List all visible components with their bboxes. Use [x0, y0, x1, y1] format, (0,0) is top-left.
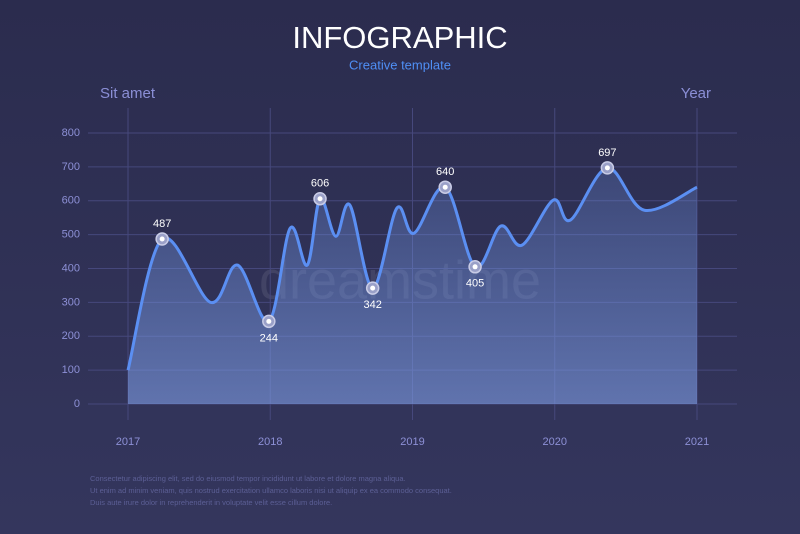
y-tick-label: 0: [74, 398, 80, 410]
data-label: 640: [436, 166, 454, 178]
point-center: [317, 196, 323, 202]
point-center: [370, 285, 376, 291]
footer-text: Ut enim ad minim veniam, quis nostrud ex…: [90, 486, 452, 495]
plot: 0 100 200 300 400 500 600 700 800 2017 2018 2019 202…: [62, 108, 737, 507]
y-axis-label: Sit amet: [100, 85, 156, 102]
data-label: 487: [153, 218, 171, 230]
x-tick-label: 2019: [400, 436, 424, 448]
footer-text: Duis aute irure dolor in reprehenderit i…: [90, 498, 332, 507]
y-tick-label: 200: [62, 330, 80, 342]
data-label: 697: [598, 147, 616, 159]
data-label: 606: [311, 178, 329, 190]
x-tick-label: 2018: [258, 436, 282, 448]
data-label: 342: [363, 299, 381, 311]
y-tick-label: 700: [62, 161, 80, 173]
x-tick-label: 2017: [116, 436, 140, 448]
x-tick-label: 2020: [543, 436, 567, 448]
footer-text: Consectetur adipiscing elit, sed do eius…: [90, 474, 406, 483]
y-tick-label: 500: [62, 229, 80, 241]
chart-subtitle: Creative template: [349, 57, 451, 72]
x-axis-label: Year: [681, 85, 711, 102]
point-center: [442, 184, 448, 190]
data-label: 405: [466, 278, 484, 290]
point-center: [604, 165, 610, 171]
y-tick-label: 600: [62, 195, 80, 207]
data-label: 244: [260, 332, 278, 344]
y-tick-label: 400: [62, 262, 80, 274]
point-center: [159, 236, 165, 242]
y-tick-label: 100: [62, 364, 80, 376]
chart-title: INFOGRAPHIC: [292, 20, 507, 55]
y-tick-label: 800: [62, 127, 80, 139]
point-center: [266, 318, 272, 324]
y-tick-label: 300: [62, 296, 80, 308]
area: [128, 167, 697, 404]
point-center: [472, 264, 478, 270]
x-tick-label: 2021: [685, 436, 709, 448]
